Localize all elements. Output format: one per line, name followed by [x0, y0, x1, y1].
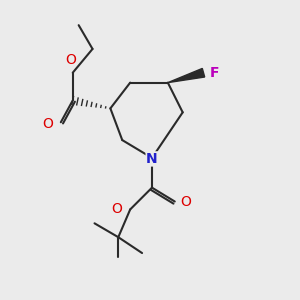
Text: O: O	[65, 53, 76, 67]
Text: N: N	[146, 152, 158, 166]
Text: O: O	[42, 117, 53, 131]
Polygon shape	[168, 68, 205, 83]
Text: O: O	[181, 194, 192, 208]
Text: F: F	[209, 66, 219, 80]
Text: O: O	[111, 202, 122, 216]
